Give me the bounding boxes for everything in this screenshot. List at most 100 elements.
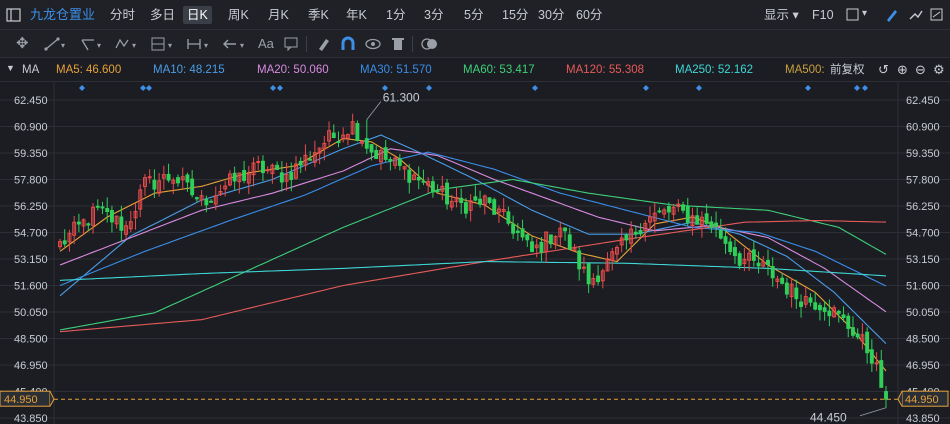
f10-button[interactable]: F10 [812, 8, 834, 22]
ma-line-ma120 [59, 219, 887, 333]
candle-body [152, 179, 157, 190]
ma-value[interactable]: MA10: 48.215 [153, 64, 225, 76]
ma-value[interactable]: MA20: 50.060 [257, 64, 329, 76]
fibonacci-tool-icon[interactable]: ▾ [150, 36, 176, 52]
event-marker [270, 85, 276, 91]
candle-body [478, 198, 483, 205]
pin-icon[interactable] [908, 8, 924, 22]
chart-settings-icon[interactable] [930, 8, 944, 22]
period-tab[interactable]: 15分 [502, 8, 529, 22]
collapse-icon[interactable]: ▼ [6, 63, 15, 73]
ma-value[interactable]: MA120: 55.308 [566, 64, 645, 76]
candle-body [232, 172, 237, 182]
y-axis-left: 62.450 60.900 59.350 57.800 56.250 54.700 53.1… [14, 95, 48, 424]
candle-body [558, 227, 563, 238]
drawing-toolbar: ✥ ▾ ▾ ▾ ▾ ▾ ▾ Aa [0, 30, 950, 58]
candle-body [482, 195, 487, 205]
pen-icon[interactable] [884, 7, 900, 23]
y-tick-label: 54.700 [14, 228, 48, 240]
candle-body [369, 144, 374, 153]
candle-body [72, 221, 77, 236]
period-tab[interactable]: 月K [268, 8, 289, 22]
trash-icon[interactable] [390, 36, 406, 52]
period-tab[interactable]: 多日 [150, 8, 176, 22]
candle-body [379, 149, 383, 163]
period-tab[interactable]: 季K [308, 8, 329, 22]
period-tab[interactable]: 3分 [424, 8, 444, 22]
candle-body [789, 283, 794, 298]
candle-body [591, 278, 596, 285]
period-tab[interactable]: 60分 [576, 8, 603, 22]
candle-body [718, 229, 723, 239]
ma-value[interactable]: MA60: 53.417 [463, 64, 535, 76]
y-tick-label: 50.050 [14, 307, 48, 319]
candle-body [374, 149, 379, 160]
moving-averages [59, 134, 887, 372]
add-icon[interactable]: ⊕ [897, 62, 908, 77]
candle-body [695, 215, 700, 225]
checkbox-icon[interactable] [846, 8, 860, 22]
candle-body [619, 237, 624, 246]
arrow-tool-icon[interactable]: ▾ [222, 36, 248, 52]
text-tool[interactable]: Aa [258, 36, 274, 51]
remove-icon[interactable]: ⊖ [915, 62, 926, 77]
candle-body [723, 236, 728, 244]
period-tab[interactable]: 日K [183, 6, 212, 24]
stock-name[interactable]: 九龙仓置业 [30, 7, 96, 22]
channel-tool-icon[interactable]: ▾ [80, 36, 104, 52]
y-tick-label: 57.800 [14, 175, 48, 187]
ma-line-ma5 [59, 137, 887, 372]
adjust-mode-label[interactable]: 前复权 [830, 64, 865, 76]
candle-body [803, 296, 808, 305]
candlestick-chart[interactable]: 62.450 60.900 59.350 57.800 56.250 54.700 53.1… [0, 82, 950, 424]
y-tick-label: 48.500 [14, 334, 48, 346]
ma-value[interactable]: MA250: 52.162 [675, 64, 754, 76]
period-tab[interactable]: 30分 [538, 8, 565, 22]
wave-tool-icon[interactable]: ▾ [114, 36, 140, 52]
indicator-name[interactable]: MA [22, 64, 40, 76]
candle-body [794, 287, 799, 300]
period-tab[interactable]: 1分 [386, 8, 406, 22]
event-marker [146, 85, 152, 91]
ma-value[interactable]: MA30: 51.570 [360, 64, 432, 76]
settings-icon[interactable]: ⚙ [933, 62, 945, 77]
ma-value[interactable]: MA5: 46.600 [56, 64, 122, 76]
period-tab[interactable]: 分时 [110, 8, 136, 22]
eye-icon[interactable] [364, 36, 382, 52]
svg-text:▾: ▾ [132, 41, 136, 50]
crosshair-icon[interactable]: ✥ [16, 35, 29, 52]
ma-legend-bar: ▼ MA MA5: 46.600 MA10: 48.215 MA20: 50.060… [0, 58, 950, 82]
period-tab[interactable]: 5分 [464, 8, 484, 22]
magnet-icon[interactable] [340, 36, 356, 52]
y-tick-label: 48.500 [906, 334, 940, 346]
candle-body [737, 253, 742, 266]
y-tick-label: 57.800 [906, 175, 940, 187]
candle-body [567, 234, 572, 250]
period-tab[interactable]: 年K [346, 8, 367, 22]
candle-body [289, 172, 294, 180]
candle-body [657, 210, 662, 213]
display-menu[interactable]: 显示 ▾ [764, 8, 799, 22]
candle-body [699, 216, 704, 227]
chevron-down-icon[interactable]: ▾ [862, 8, 868, 19]
candle-body [128, 221, 133, 230]
candle-body [530, 241, 534, 253]
event-marker [426, 85, 432, 91]
candle-body [468, 200, 473, 211]
ma-value[interactable]: MA500: [785, 64, 825, 76]
y-tick-label: 46.950 [14, 360, 48, 372]
range-tool-icon[interactable]: ▾ [186, 36, 212, 52]
comment-icon[interactable] [284, 37, 300, 51]
candle-body [539, 241, 544, 253]
candle-body [430, 181, 435, 193]
candle-body [86, 223, 91, 226]
period-tab[interactable]: 周K [228, 8, 249, 22]
panel-toggle-icon[interactable] [6, 7, 22, 23]
eraser-icon[interactable] [316, 36, 332, 52]
undo-icon[interactable]: ↺ [878, 62, 889, 77]
toggle-icon[interactable] [420, 36, 440, 52]
candle-body [633, 231, 638, 235]
line-tool-icon[interactable]: ▾ [44, 36, 68, 52]
candle-body [704, 213, 709, 224]
event-marker [277, 85, 283, 91]
